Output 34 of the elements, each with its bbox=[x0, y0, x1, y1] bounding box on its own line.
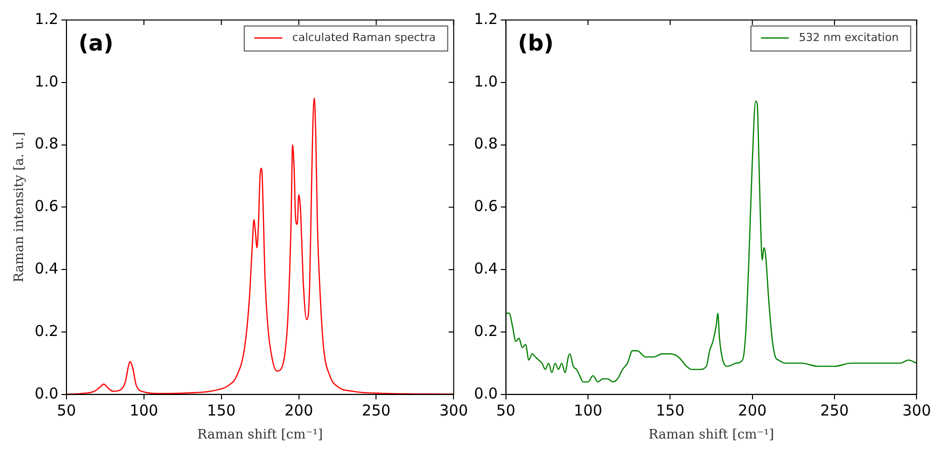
y-tick-label: 0.8 bbox=[34, 134, 58, 153]
y-tick-label: 0.2 bbox=[34, 322, 58, 340]
x-tick-label: 50 bbox=[496, 401, 516, 420]
legend-label: calculated Raman spectra bbox=[292, 30, 436, 44]
y-tick-label: 1.0 bbox=[34, 72, 58, 90]
y-tick-label: 0.6 bbox=[474, 197, 498, 216]
x-axis-title: Raman shift [cm⁻¹] bbox=[648, 428, 774, 443]
x-tick-label: 300 bbox=[902, 401, 932, 420]
y-tick-label: 0.6 bbox=[34, 197, 58, 216]
y-tick-label: 0.0 bbox=[34, 384, 58, 402]
y-tick-label: 1.0 bbox=[474, 72, 498, 90]
y-tick-label: 1.2 bbox=[474, 10, 498, 28]
x-tick-label: 250 bbox=[362, 401, 391, 420]
x-tick-label: 50 bbox=[56, 401, 76, 420]
x-axis-title: Raman shift [cm⁻¹] bbox=[197, 428, 323, 443]
x-tick-label: 300 bbox=[439, 401, 468, 420]
y-tick-label: 0.2 bbox=[474, 322, 498, 340]
y-tick-label: 0.4 bbox=[34, 259, 58, 278]
y-tick-label: 0.0 bbox=[474, 384, 498, 402]
x-tick-label: 150 bbox=[656, 401, 685, 420]
annotation: (a) bbox=[78, 32, 114, 57]
x-tick-label: 200 bbox=[284, 401, 314, 420]
x-tick-label: 100 bbox=[130, 401, 158, 420]
y-tick-label: 1.2 bbox=[34, 10, 58, 28]
annotation: (b) bbox=[518, 32, 554, 57]
x-tick-label: 200 bbox=[738, 401, 767, 420]
y-tick-label: 0.8 bbox=[474, 134, 498, 153]
x-tick-label: 150 bbox=[207, 401, 236, 420]
x-tick-label: 100 bbox=[574, 401, 602, 420]
y-tick-label: 0.4 bbox=[474, 259, 498, 278]
legend-label: 532 nm excitation bbox=[798, 30, 899, 44]
y-axis-title: Raman intensity [a. u.] bbox=[12, 132, 28, 282]
x-tick-label: 250 bbox=[820, 401, 849, 420]
line-series bbox=[506, 100, 917, 383]
